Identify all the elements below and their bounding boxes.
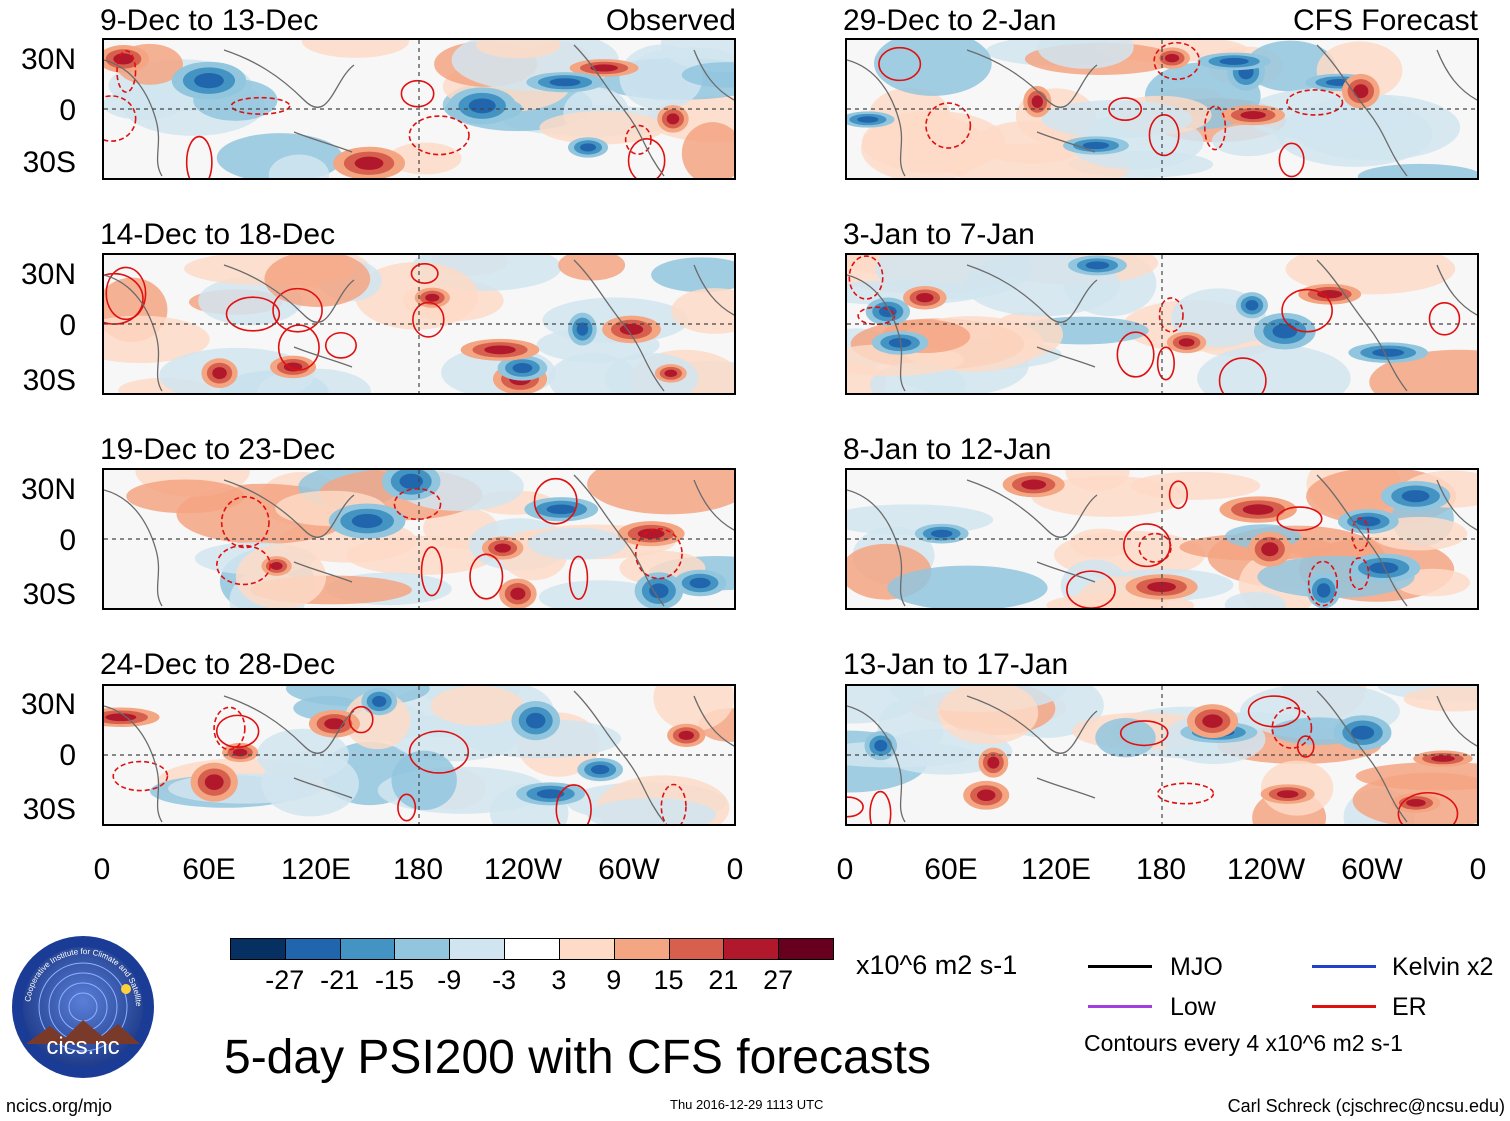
panel-7-title: 24-Dec to 28-Dec (100, 648, 336, 681)
map-panel-5 (102, 468, 736, 610)
colorbar-swatch (504, 938, 560, 960)
colorbar-tick-label: 15 (653, 965, 684, 995)
colorbar-swatch (723, 938, 780, 960)
colorbar-tick-label: -21 (320, 965, 360, 995)
lat-label-eq: 0 (59, 94, 76, 127)
lon-label: 0 (836, 853, 854, 886)
lon-label: 0 (1469, 853, 1487, 886)
panel-2-tag: CFS Forecast (1292, 4, 1478, 37)
colorbar-swatch (230, 938, 286, 960)
panel-3-title: 14-Dec to 18-Dec (100, 218, 336, 251)
figure-title: 5-day PSI200 with CFS forecasts (224, 1031, 931, 1084)
lat-label-eq: 0 (59, 739, 76, 772)
colorbar-swatch (394, 938, 451, 960)
colorbar-tick-label: 27 (763, 965, 794, 995)
map-panel-2 (845, 38, 1479, 180)
colorbar-swatch (339, 938, 396, 960)
colorbar-swatch (284, 938, 341, 960)
footer-website: ncics.org/mjo (6, 1096, 113, 1116)
lat-label-30s: 30S (22, 146, 76, 179)
lon-label: 0 (726, 853, 744, 886)
map-panel-6 (845, 468, 1479, 610)
footer-timestamp: Thu 2016-12-29 1113 UTC (670, 1097, 824, 1112)
map-panel-4 (845, 253, 1479, 395)
map-panel-7 (102, 684, 736, 826)
legend-low-label: Low (1170, 993, 1216, 1021)
lat-label-30s: 30S (22, 793, 76, 826)
footer-author: Carl Schreck (cjschrec@ncsu.edu) (1227, 1096, 1505, 1116)
panel-8-title: 13-Jan to 17-Jan (843, 648, 1069, 681)
lon-label: 60E (924, 853, 978, 886)
colorbar-tick-label: -9 (437, 965, 462, 995)
panel-2-title: 29-Dec to 2-Jan (843, 4, 1057, 37)
colorbar-tick-label: 3 (551, 965, 567, 995)
legend-er-label: ER (1392, 993, 1427, 1021)
colorbar-swatch (668, 938, 725, 960)
lon-label: 0 (93, 853, 111, 886)
panel-1-tag: Observed (605, 4, 736, 37)
colorbar-tick-label: -15 (374, 965, 414, 995)
lon-label: 180 (1135, 853, 1187, 886)
legend-mjo-line (1088, 965, 1152, 968)
lat-label-30n: 30N (20, 258, 76, 291)
map-panel-8 (845, 684, 1479, 826)
colorbar-tick-label: 9 (606, 965, 622, 995)
legend-kelvin-line (1312, 965, 1376, 968)
lat-label-30n: 30N (20, 688, 76, 721)
colorbar-units: x10^6 m2 s-1 (856, 950, 1018, 980)
cics-logo: Cooperative Institute for Climate and Sa… (10, 934, 154, 1078)
logo-text: cics.nc (46, 1033, 119, 1060)
legend-low-line (1088, 1005, 1152, 1008)
lon-label: 60E (182, 853, 236, 886)
lat-label-30s: 30S (22, 578, 76, 611)
lat-label-eq: 0 (59, 309, 76, 342)
lon-label: 120E (280, 853, 352, 886)
lat-label-30s: 30S (22, 364, 76, 397)
colorbar-swatch (558, 938, 615, 960)
lon-label: 120W (483, 853, 563, 886)
panel-1-title: 9-Dec to 13-Dec (100, 4, 319, 37)
legend-kelvin-label: Kelvin x2 (1392, 953, 1494, 981)
panel-5-title: 19-Dec to 23-Dec (100, 433, 336, 466)
lon-label: 120W (1226, 853, 1306, 886)
colorbar-swatch (613, 938, 670, 960)
panel-4-title: 3-Jan to 7-Jan (843, 218, 1035, 251)
map-panel-1 (102, 38, 736, 180)
lat-label-eq: 0 (59, 524, 76, 557)
colorbar-tick-label: 21 (708, 965, 739, 995)
legend-er-line (1312, 1005, 1376, 1008)
legend-mjo-label: MJO (1170, 953, 1223, 981)
panel-6-title: 8-Jan to 12-Jan (843, 433, 1052, 466)
colorbar-tick-label: -27 (265, 965, 305, 995)
lon-label: 120E (1020, 853, 1092, 886)
lon-label: 60W (598, 853, 660, 886)
lon-label: 60W (1341, 853, 1403, 886)
lat-label-30n: 30N (20, 43, 76, 76)
map-panel-3 (102, 253, 736, 395)
lon-label: 180 (392, 853, 444, 886)
contour-note: Contours every 4 x10^6 m2 s-1 (1084, 1030, 1403, 1056)
lat-label-30n: 30N (20, 473, 76, 506)
colorbar-swatch (449, 938, 506, 960)
colorbar-swatch (778, 938, 834, 960)
colorbar-tick-label: -3 (492, 965, 517, 995)
